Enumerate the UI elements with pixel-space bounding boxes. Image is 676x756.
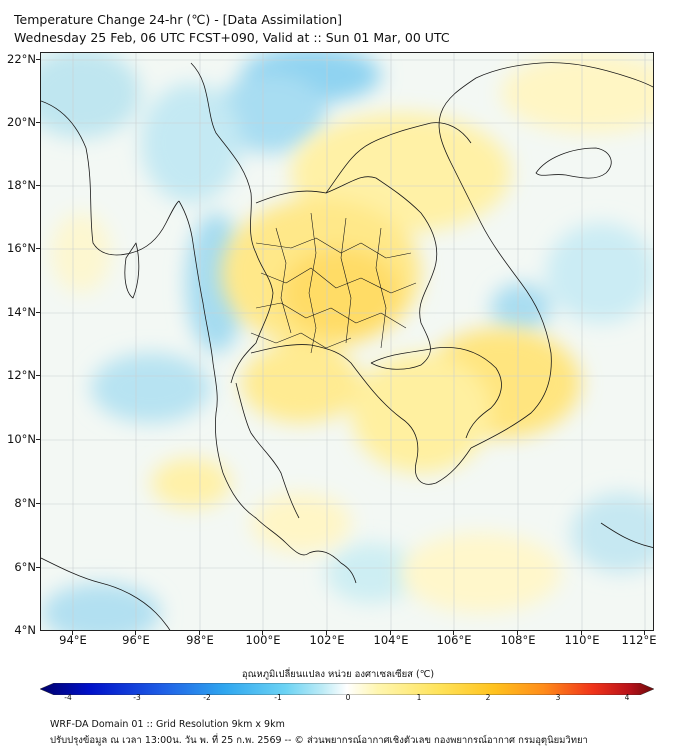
lon-label: 102°E [309, 633, 345, 647]
peninsula-west-coast [178, 200, 310, 556]
colorbar-tick: -4 [64, 693, 72, 702]
lon-tick [72, 631, 73, 635]
field-cool-patches [41, 53, 653, 630]
lon-tick [390, 631, 391, 635]
colorbar-tick: -3 [133, 693, 141, 702]
lat-tick [36, 59, 40, 60]
lon-label: 106°E [436, 633, 472, 647]
coastlines-and-borders [41, 62, 653, 630]
lat-label: 10°N [7, 432, 36, 446]
lat-label: 22°N [7, 52, 36, 66]
map-panel[interactable] [40, 52, 654, 631]
lat-label: 12°N [7, 368, 36, 382]
map-title: Temperature Change 24-hr (℃) - [Data Ass… [14, 12, 343, 27]
temperature-change-field [41, 53, 653, 630]
colorbar [39, 680, 655, 696]
map-subtitle: Wednesday 25 Feb, 06 UTC FCST+090, Valid… [14, 30, 450, 45]
lat-label: 18°N [7, 178, 36, 192]
laos-north-border [325, 122, 472, 194]
lat-label: 16°N [7, 241, 36, 255]
lat-label: 8°N [14, 496, 36, 510]
lon-label: 112°E [621, 633, 657, 647]
lon-tick [135, 631, 136, 635]
lon-label: 98°E [186, 633, 214, 647]
lat-tick [36, 312, 40, 313]
lat-tick [36, 567, 40, 568]
thai-province-borders [250, 212, 417, 354]
gulf-of-thailand-coast [250, 344, 472, 485]
colorbar-title: อุณหภูมิเปลี่ยนแปลง หน่วย องศาเซลเซียส (… [241, 669, 435, 680]
lat-label: 14°N [7, 305, 36, 319]
lat-tick [36, 503, 40, 504]
lon-tick [517, 631, 518, 635]
colorbar-tick: -2 [203, 693, 211, 702]
footer-model-info: WRF-DA Domain 01 :: Grid Resolution 9km … [50, 719, 285, 730]
lon-tick [644, 631, 645, 635]
lat-label: 6°N [14, 560, 36, 574]
colorbar-tick: 2 [485, 693, 491, 702]
coastal-islands [124, 242, 140, 299]
colorbar-tick: -1 [274, 693, 282, 702]
lon-tick [453, 631, 454, 635]
lon-label: 108°E [500, 633, 536, 647]
lon-label: 94°E [59, 633, 87, 647]
lat-label: 20°N [7, 115, 36, 129]
lon-label: 104°E [373, 633, 409, 647]
cambodia-border [370, 347, 502, 439]
colorbar-tick: 4 [624, 693, 630, 702]
colorbar-tick: 3 [555, 693, 561, 702]
myanmar-coast [41, 100, 180, 256]
lat-tick [36, 248, 40, 249]
myanmar-thailand-border [190, 62, 274, 384]
lon-tick [326, 631, 327, 635]
map-gridlines [41, 53, 653, 630]
vietnam-coast [438, 62, 653, 449]
footer-credit: ปรับปรุงข้อมูล ณ เวลา 13:00น. วัน พ. ที่… [50, 735, 588, 746]
lat-tick [36, 122, 40, 123]
colorbar-tick: 1 [416, 693, 422, 702]
lat-label: 4°N [14, 623, 36, 637]
lat-tick [36, 375, 40, 376]
lon-label: 100°E [245, 633, 281, 647]
lat-tick [36, 185, 40, 186]
lon-tick [581, 631, 582, 635]
colorbar-tick: 0 [345, 693, 351, 702]
field-warm-patches [51, 53, 653, 613]
hainan-island [535, 147, 612, 179]
peninsula-east-coast [235, 382, 357, 584]
lat-tick [36, 439, 40, 440]
lon-tick [262, 631, 263, 635]
lon-label: 96°E [122, 633, 150, 647]
southern-coasts [41, 522, 653, 630]
lon-tick [199, 631, 200, 635]
lon-label: 110°E [564, 633, 600, 647]
